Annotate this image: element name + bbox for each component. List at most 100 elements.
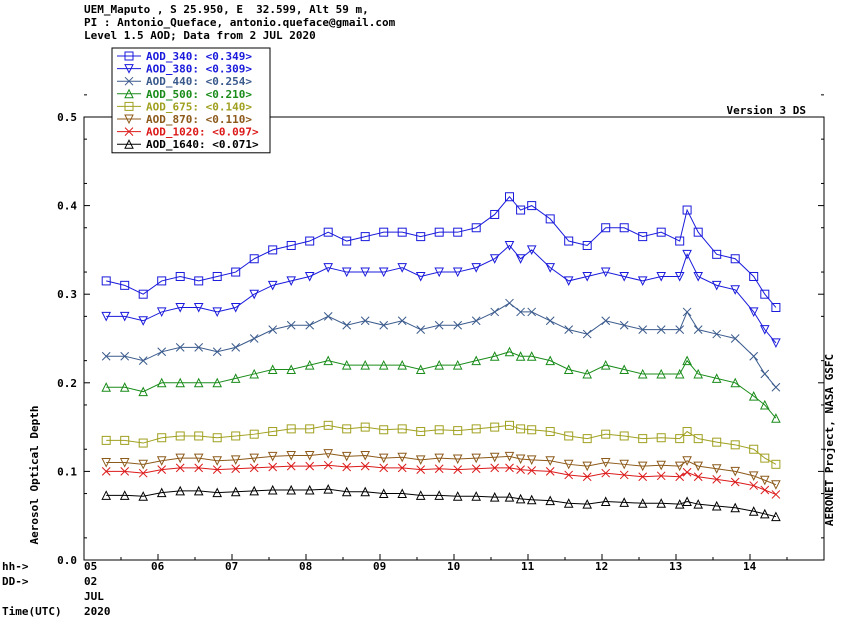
data-point: [771, 302, 781, 312]
data-point: [771, 338, 781, 349]
data-point: [693, 368, 704, 379]
x-tick-label: 06: [151, 560, 165, 573]
data-point: [471, 223, 481, 233]
data-point: [515, 351, 526, 361]
data-point: [582, 368, 593, 379]
data-point: [323, 227, 333, 237]
data-point: [600, 458, 611, 468]
data-point: [323, 355, 334, 366]
data-point: [120, 435, 130, 445]
data-point: [249, 463, 259, 473]
y-tick-label: 0.4: [57, 200, 77, 213]
series-line: [106, 195, 777, 308]
data-point: [267, 280, 278, 291]
data-point: [268, 325, 278, 334]
data-point: [730, 502, 741, 513]
data-point: [759, 399, 770, 410]
data-point: [212, 465, 222, 474]
data-point: [138, 438, 148, 448]
data-point: [504, 491, 515, 502]
legend-label: AOD_870: <0.110>: [146, 113, 252, 126]
data-point: [711, 373, 722, 383]
data-point: [157, 347, 167, 357]
data-point: [175, 271, 185, 281]
data-point: [230, 302, 241, 313]
x-tick-label: 07: [225, 560, 238, 573]
data-point: [156, 377, 167, 388]
data-point: [379, 425, 389, 435]
data-point: [674, 461, 685, 472]
data-point: [730, 477, 740, 487]
data-point: [675, 236, 685, 246]
data-point: [212, 456, 223, 466]
data-point: [601, 429, 611, 439]
data-point: [504, 240, 515, 251]
data-point: [527, 201, 537, 211]
data-point: [638, 434, 648, 444]
data-point: [119, 382, 130, 392]
data-point: [582, 271, 593, 282]
data-point: [360, 486, 371, 497]
data-point: [323, 484, 334, 494]
data-point: [637, 461, 648, 472]
data-point: [397, 359, 408, 370]
data-point: [323, 311, 333, 321]
data-point: [771, 490, 781, 499]
data-point: [637, 276, 648, 287]
data-point: [682, 456, 692, 466]
data-point: [194, 431, 204, 441]
data-point: [175, 463, 185, 473]
data-point: [760, 289, 770, 299]
data-point: [397, 452, 408, 463]
data-point: [305, 461, 315, 471]
x-tick-label: 05: [84, 560, 97, 573]
data-point: [693, 325, 703, 334]
year-label: 2020: [84, 605, 111, 618]
data-point: [416, 232, 426, 242]
data-point: [674, 368, 685, 379]
legend-marker: [124, 76, 134, 86]
data-point: [600, 267, 611, 278]
series-line: [106, 302, 777, 388]
data-point: [342, 462, 352, 472]
data-point: [682, 249, 692, 260]
data-point: [675, 472, 685, 482]
data-point: [378, 488, 389, 499]
data-point: [341, 451, 352, 462]
data-point: [416, 465, 426, 474]
data-point: [249, 254, 259, 264]
data-point: [378, 453, 389, 464]
data-point: [490, 209, 500, 219]
data-point: [693, 227, 703, 237]
data-point: [564, 431, 574, 441]
data-point: [101, 467, 111, 476]
x-tick-label: 08: [299, 560, 312, 573]
legend-marker: [124, 51, 134, 61]
data-point: [656, 433, 666, 443]
data-point: [656, 498, 667, 508]
data-point: [619, 320, 629, 330]
data-point: [397, 263, 408, 273]
data-point: [360, 461, 370, 471]
y-tick-label: 0.0: [57, 554, 77, 567]
data-point: [505, 420, 514, 430]
data-point: [120, 351, 130, 361]
data-point: [749, 271, 759, 281]
data-point: [471, 355, 482, 366]
series-line: [106, 464, 777, 495]
data-point: [489, 491, 500, 502]
data-point: [101, 382, 112, 392]
data-point: [342, 424, 352, 434]
data-point: [286, 424, 296, 434]
series-aod-1020: [101, 460, 781, 499]
data-point: [693, 434, 703, 444]
data-point: [527, 425, 537, 435]
data-point: [749, 481, 759, 490]
data-point: [286, 450, 297, 461]
data-point: [268, 245, 278, 255]
data-point: [656, 227, 666, 237]
data-point: [101, 490, 112, 500]
data-point: [212, 433, 222, 443]
data-point: [489, 351, 500, 361]
